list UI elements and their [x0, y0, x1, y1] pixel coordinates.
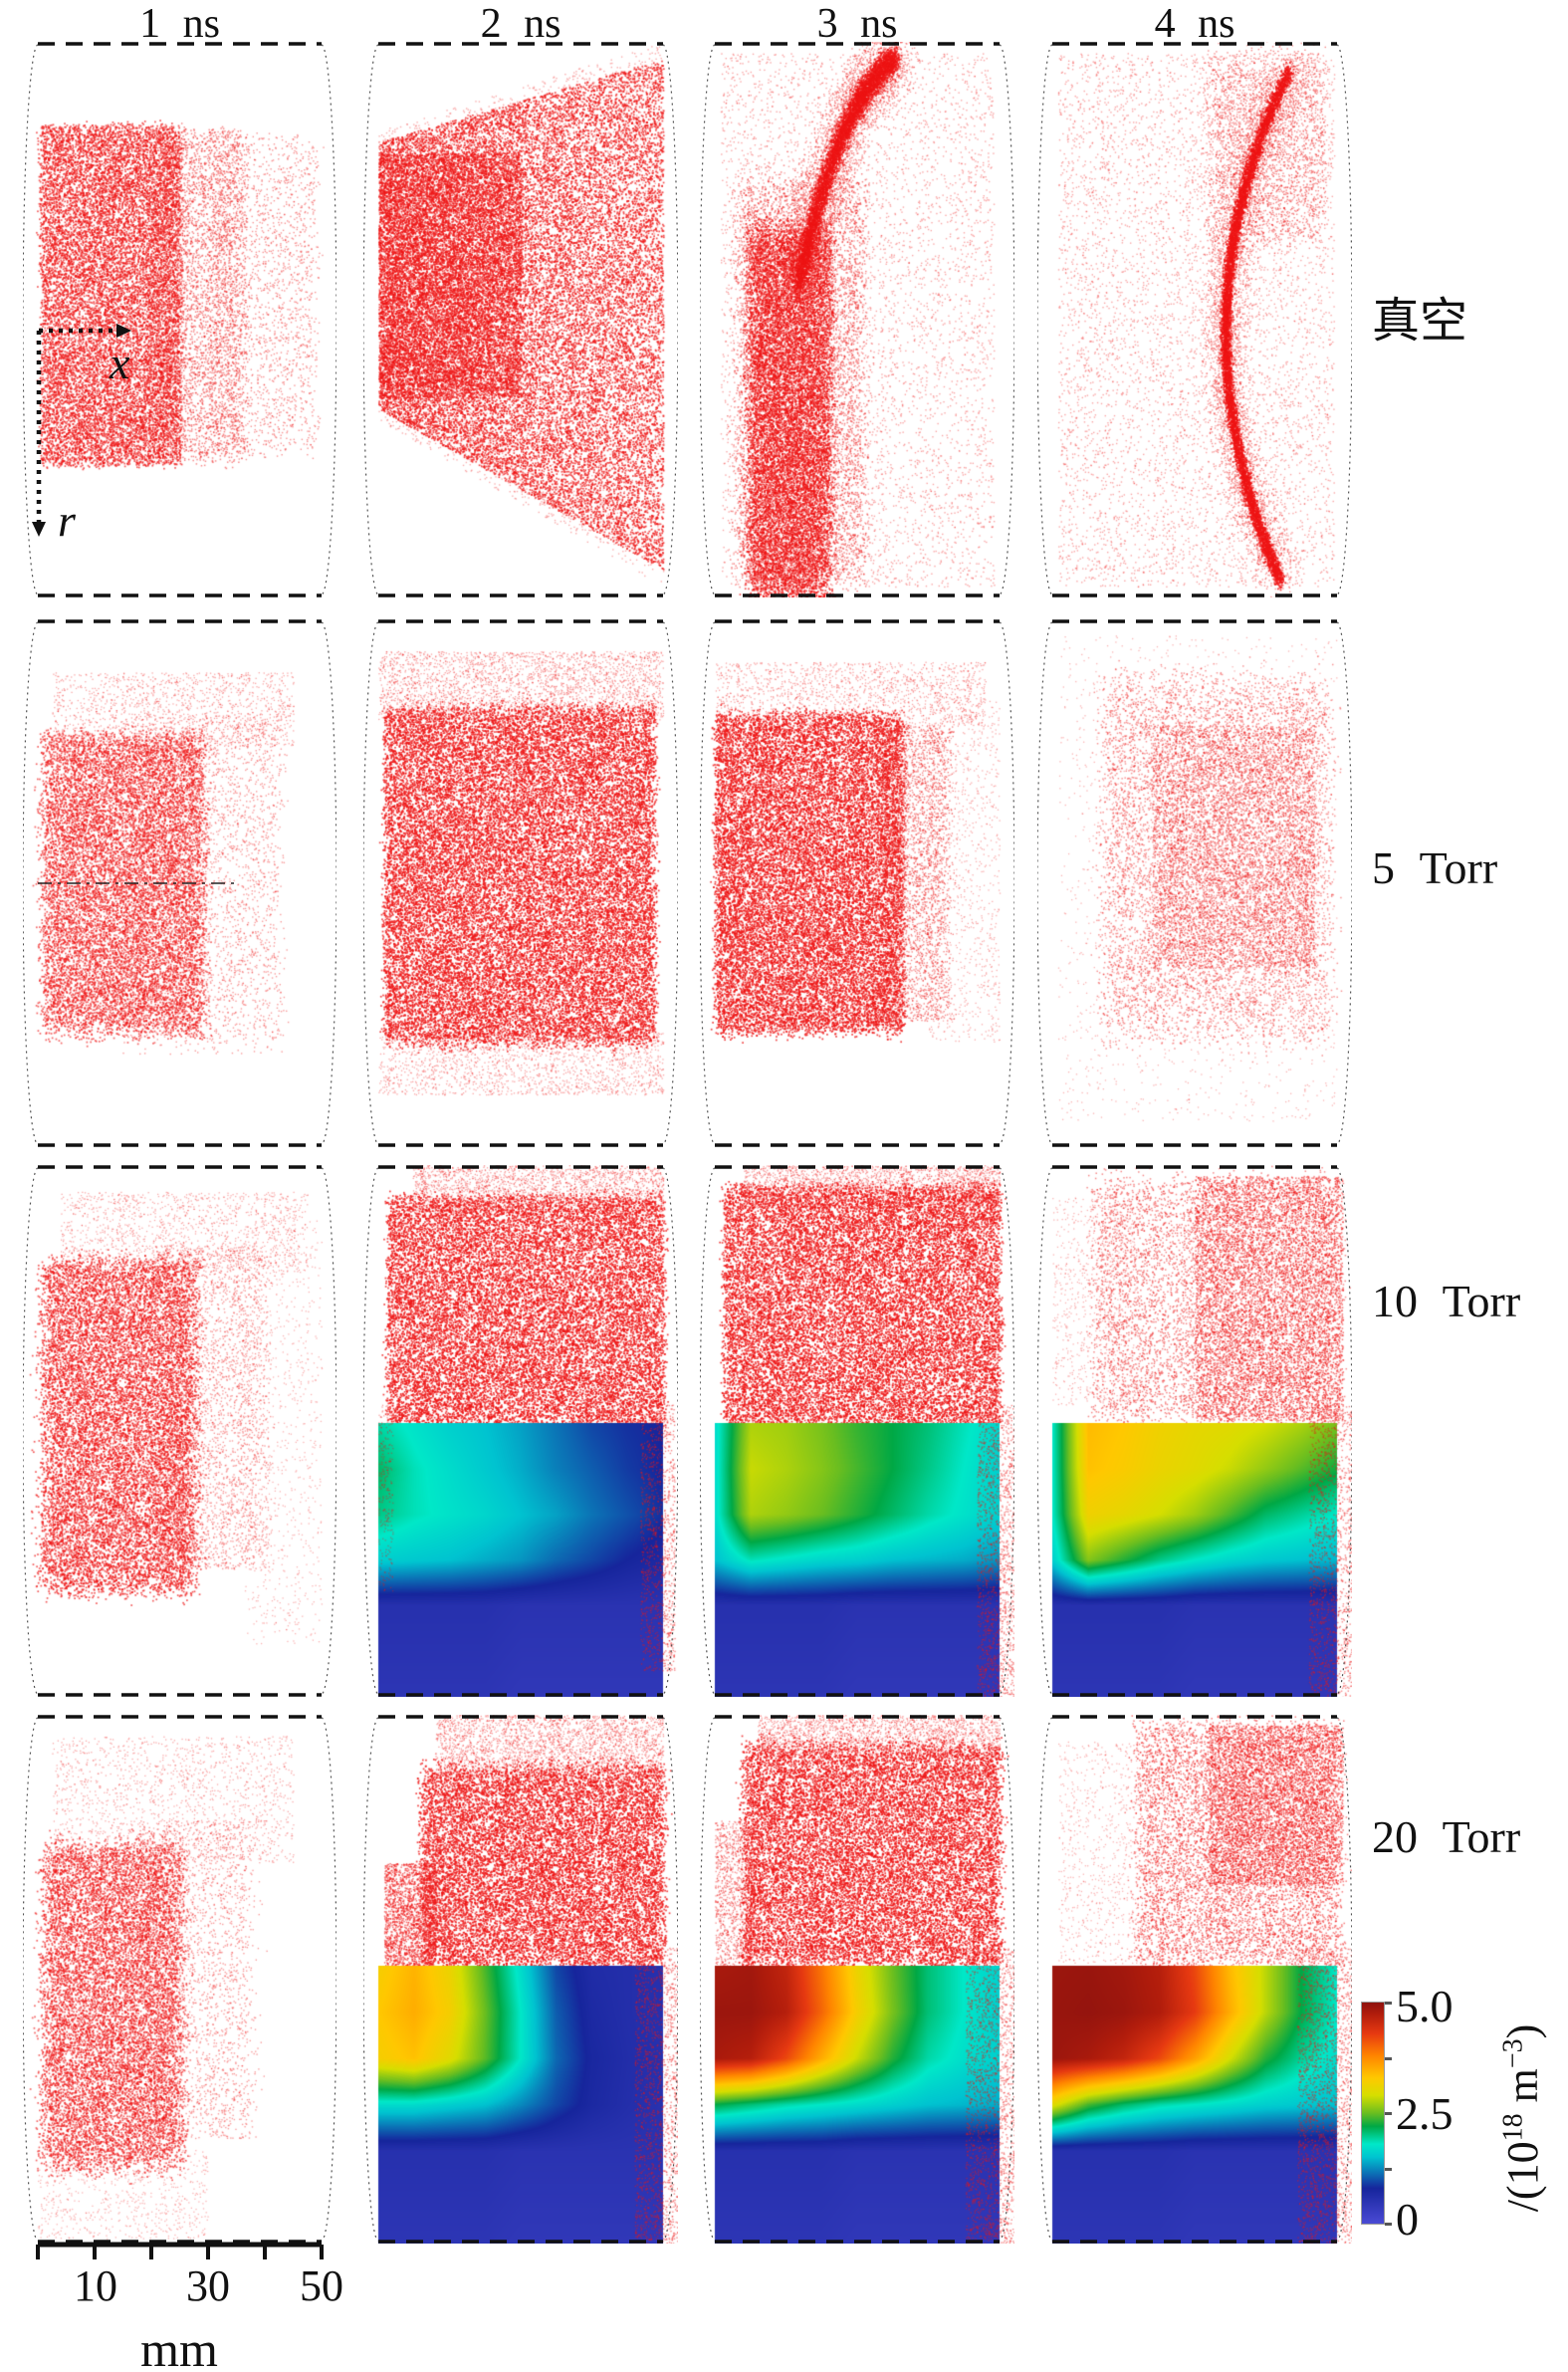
- scatter-canvas: [23, 1165, 336, 1697]
- panel-r1c3: [700, 42, 1014, 597]
- colorbar-tick-mark: [1385, 2223, 1392, 2226]
- panel-r3c2: [363, 1165, 678, 1697]
- colorbar-tick-0: 0: [1396, 2194, 1419, 2245]
- cylinder-outline: [363, 1165, 678, 1697]
- scatter-canvas: [363, 1165, 678, 1697]
- colorbar-tick-mark: [1385, 2112, 1392, 2115]
- scatter-canvas: [1037, 1715, 1352, 2244]
- row-label-20torr: 20 Torr: [1372, 1811, 1521, 1862]
- row-label-10torr: 10 Torr: [1372, 1276, 1521, 1326]
- colorbar-tick-2.5: 2.5: [1396, 2088, 1454, 2139]
- col-header-4ns: 4 ns: [1154, 1, 1235, 47]
- scatter-canvas: [1037, 619, 1352, 1147]
- colorbar-tick-mark: [1385, 2056, 1392, 2060]
- colorbar-tick-5.0: 5.0: [1396, 1981, 1454, 2031]
- scatter-canvas: [1037, 42, 1352, 597]
- cylinder-outline: [23, 1165, 336, 1697]
- cylinder-outline: [23, 1715, 336, 2244]
- panel-r4c1: [23, 1715, 336, 2244]
- panel-r2c3: [700, 619, 1014, 1147]
- x-tick-10: 10: [74, 2261, 117, 2310]
- x-tick-50: 50: [300, 2261, 343, 2310]
- scatter-canvas: [1037, 1165, 1352, 1697]
- scatter-canvas: [700, 1715, 1014, 2244]
- scatter-canvas: [363, 619, 678, 1147]
- scatter-canvas: [363, 42, 678, 597]
- col-header-2ns: 2 ns: [480, 1, 561, 47]
- scatter-canvas: [23, 42, 336, 597]
- row-label-5torr: 5 Torr: [1372, 842, 1498, 893]
- cylinder-outline: [700, 42, 1014, 597]
- scatter-canvas: [363, 1715, 678, 2244]
- x-tick-30: 30: [186, 2261, 230, 2310]
- panel-r3c3: [700, 1165, 1014, 1697]
- coordinate-axes-icon: [32, 324, 131, 537]
- r-axis-label: r: [58, 495, 76, 546]
- x-scale-axis: [36, 2242, 324, 2259]
- panel-r4c3: [700, 1715, 1014, 2244]
- colorbar-tick-mark: [1385, 2167, 1392, 2171]
- panel-r3c4: [1037, 1165, 1352, 1697]
- cylinder-outline: [700, 1715, 1014, 2244]
- cylinder-outline: [23, 619, 336, 1147]
- panel-r4c2: [363, 1715, 678, 2244]
- cylinder-outline: [1037, 1165, 1352, 1697]
- colorbar: [1361, 2002, 1392, 2226]
- cylinder-outline: [700, 1165, 1014, 1697]
- colorbar-tick-mark: [1385, 2002, 1392, 2005]
- x-axis-label: x: [110, 338, 130, 388]
- cylinder-outline: [23, 42, 336, 597]
- panel-r2c2: [363, 619, 678, 1147]
- panel-r4c4: [1037, 1715, 1352, 2244]
- cylinder-outline: [1037, 42, 1352, 597]
- scatter-canvas: [23, 1715, 336, 2244]
- col-header-1ns: 1 ns: [139, 1, 220, 47]
- cylinder-outline: [363, 42, 678, 597]
- cylinder-outline: [700, 619, 1014, 1147]
- col-header-3ns: 3 ns: [816, 1, 898, 47]
- panel-r3c1: [23, 1165, 336, 1697]
- x-axis-unit: mm: [140, 2321, 218, 2372]
- panel-r1c4: [1037, 42, 1352, 597]
- panel-r2c4: [1037, 619, 1352, 1147]
- scatter-canvas: [700, 42, 1014, 597]
- cylinder-outline: [1037, 619, 1352, 1147]
- scatter-canvas: [700, 619, 1014, 1147]
- panel-r2c1: [23, 619, 336, 1147]
- row-label-vacuum: 真空: [1372, 295, 1468, 348]
- panel-r1c1: [23, 42, 336, 597]
- cylinder-outline: [363, 619, 678, 1147]
- cylinder-outline: [363, 1715, 678, 2244]
- panel-r1c2: [363, 42, 678, 597]
- colorbar-unit: /(1018 m−3): [1497, 2023, 1547, 2213]
- cylinder-outline: [1037, 1715, 1352, 2244]
- scatter-canvas: [700, 1165, 1014, 1697]
